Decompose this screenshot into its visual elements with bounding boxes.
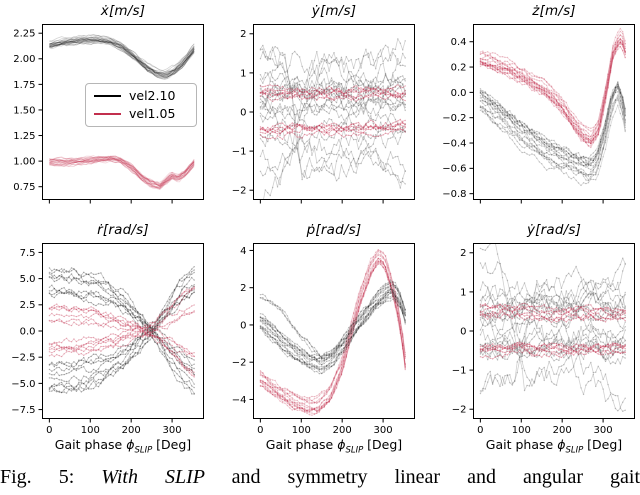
legend-line-vel210 bbox=[94, 94, 121, 97]
svg-text:−2: −2 bbox=[232, 186, 247, 197]
phi-symbol: ϕ bbox=[557, 437, 566, 452]
phi-subscript: SLIP bbox=[565, 445, 584, 456]
svg-text:1.75: 1.75 bbox=[13, 80, 35, 91]
legend-label-vel210: vel2.10 bbox=[129, 88, 176, 103]
phi-subscript: SLIP bbox=[345, 445, 364, 456]
x-axis-label-col2: Gait phase ϕSLIP [Deg] bbox=[265, 437, 403, 456]
svg-text:2.25: 2.25 bbox=[13, 29, 35, 40]
axes-rdot-angular: −7.5 −5.0 −2.5 0.0 2.5 5.0 7.5 0 100 200 300 bbox=[11, 243, 204, 436]
caption-fig-number: Fig. 5: bbox=[0, 466, 102, 488]
svg-text:1.25: 1.25 bbox=[13, 131, 35, 142]
subplot-xdot-linear: ẋ[m/s] 0.75 1.00 1.25 1.50 1.75 2.00 2.25 vel… bbox=[13, 3, 204, 204]
svg-text:−1: −1 bbox=[232, 147, 247, 158]
svg-text:−2: −2 bbox=[452, 405, 467, 416]
axes-xdot-linear: 0.75 1.00 1.25 1.50 1.75 2.00 2.25 bbox=[13, 24, 204, 204]
svg-text:−0.4: −0.4 bbox=[442, 138, 466, 149]
svg-text:4: 4 bbox=[240, 246, 246, 257]
svg-text:300: 300 bbox=[594, 425, 613, 436]
subplot-title-yawdot: ẏ[rad/s] bbox=[526, 222, 582, 238]
svg-text:200: 200 bbox=[553, 425, 572, 436]
svg-text:−2.5: −2.5 bbox=[11, 353, 35, 364]
svg-text:0.0: 0.0 bbox=[451, 88, 467, 99]
axes-ydot-linear: −2 −1 0 1 2 bbox=[232, 24, 415, 204]
svg-text:1.00: 1.00 bbox=[13, 157, 35, 168]
svg-text:2.00: 2.00 bbox=[13, 54, 35, 65]
svg-text:0: 0 bbox=[240, 320, 246, 331]
svg-text:100: 100 bbox=[292, 425, 311, 436]
svg-text:0.2: 0.2 bbox=[451, 62, 467, 73]
svg-text:1: 1 bbox=[460, 287, 466, 298]
legend-entry-vel105: vel1.05 bbox=[94, 105, 188, 121]
subplot-title-xdot: ẋ[m/s] bbox=[100, 3, 146, 19]
svg-text:7.5: 7.5 bbox=[20, 248, 36, 259]
subplot-title-ydot: ẏ[m/s] bbox=[311, 3, 357, 19]
legend-entry-vel210: vel2.10 bbox=[94, 89, 188, 103]
svg-text:−1: −1 bbox=[452, 366, 467, 377]
subplot-title-rdot: ṙ[rad/s] bbox=[97, 222, 149, 238]
svg-text:300: 300 bbox=[163, 425, 182, 436]
phi-subscript: SLIP bbox=[134, 445, 153, 456]
svg-text:−4: −4 bbox=[232, 395, 247, 406]
phi-symbol: ϕ bbox=[126, 437, 135, 452]
axes-zdot-linear: −0.8 −0.6 −0.4 −0.2 0.0 0.2 0.4 bbox=[442, 24, 635, 204]
x-axis-label-col3: Gait phase ϕSLIP [Deg] bbox=[485, 437, 623, 456]
subplot-rdot-angular: ṙ[rad/s] −7.5 −5.0 −2.5 0.0 2.5 5.0 7.5 0 100 20… bbox=[11, 222, 204, 436]
subplot-ydot-linear: ẏ[m/s] −2 −1 0 1 2 bbox=[232, 3, 415, 204]
subplot-yawdot-angular: ẏ[rad/s] −2 −1 0 1 2 0 100 200 300 bbox=[452, 222, 635, 436]
svg-text:1: 1 bbox=[240, 68, 246, 79]
figure-caption: Fig. 5: With SLIP and symmetry linear an… bbox=[0, 466, 640, 495]
subplot-title-pdot: ṗ[rad/s] bbox=[306, 222, 362, 238]
svg-text:0: 0 bbox=[460, 326, 466, 337]
svg-text:−0.2: −0.2 bbox=[442, 113, 466, 124]
axes-yawdot-angular: −2 −1 0 1 2 0 100 200 300 bbox=[452, 243, 635, 436]
svg-text:0.75: 0.75 bbox=[13, 182, 35, 193]
subplot-title-zdot: ż[m/s] bbox=[532, 3, 576, 19]
svg-text:200: 200 bbox=[122, 425, 141, 436]
svg-text:−7.5: −7.5 bbox=[11, 405, 35, 416]
svg-text:0.4: 0.4 bbox=[451, 37, 467, 48]
svg-text:0.0: 0.0 bbox=[20, 326, 36, 337]
svg-text:100: 100 bbox=[512, 425, 531, 436]
legend-label-vel105: vel1.05 bbox=[129, 105, 176, 121]
legend: vel2.10 vel1.05 bbox=[85, 83, 197, 127]
svg-text:2: 2 bbox=[240, 283, 246, 294]
axes-pdot-angular: −4 −2 0 2 4 0 100 200 300 bbox=[232, 243, 415, 436]
svg-text:5.0: 5.0 bbox=[20, 274, 36, 285]
svg-text:0: 0 bbox=[240, 107, 246, 118]
caption-text: and symmetry linear and angular gait bbox=[231, 466, 640, 488]
svg-text:1.50: 1.50 bbox=[13, 105, 35, 116]
svg-text:−0.6: −0.6 bbox=[442, 164, 466, 175]
svg-text:200: 200 bbox=[333, 425, 352, 436]
svg-text:−5.0: −5.0 bbox=[11, 379, 35, 390]
svg-text:100: 100 bbox=[81, 425, 100, 436]
x-axis-label-col1: Gait phase ϕSLIP [Deg] bbox=[54, 437, 192, 456]
svg-text:300: 300 bbox=[374, 425, 393, 436]
svg-text:2.5: 2.5 bbox=[20, 300, 36, 311]
svg-text:0: 0 bbox=[477, 425, 483, 436]
caption-italic-phrase: With SLIP bbox=[101, 466, 232, 488]
svg-text:0: 0 bbox=[46, 425, 52, 436]
legend-line-vel105 bbox=[94, 112, 121, 115]
svg-text:−0.8: −0.8 bbox=[442, 189, 466, 200]
svg-text:0: 0 bbox=[257, 425, 263, 436]
phi-symbol: ϕ bbox=[337, 437, 346, 452]
svg-text:−2: −2 bbox=[232, 358, 247, 369]
subplot-zdot-linear: ż[m/s] −0.8 −0.6 −0.4 −0.2 0.0 0.2 0.4 bbox=[442, 3, 635, 204]
subplot-pdot-angular: ṗ[rad/s] −4 −2 0 2 4 0 100 200 300 bbox=[232, 222, 415, 436]
svg-text:2: 2 bbox=[240, 29, 246, 40]
svg-text:2: 2 bbox=[460, 248, 466, 259]
